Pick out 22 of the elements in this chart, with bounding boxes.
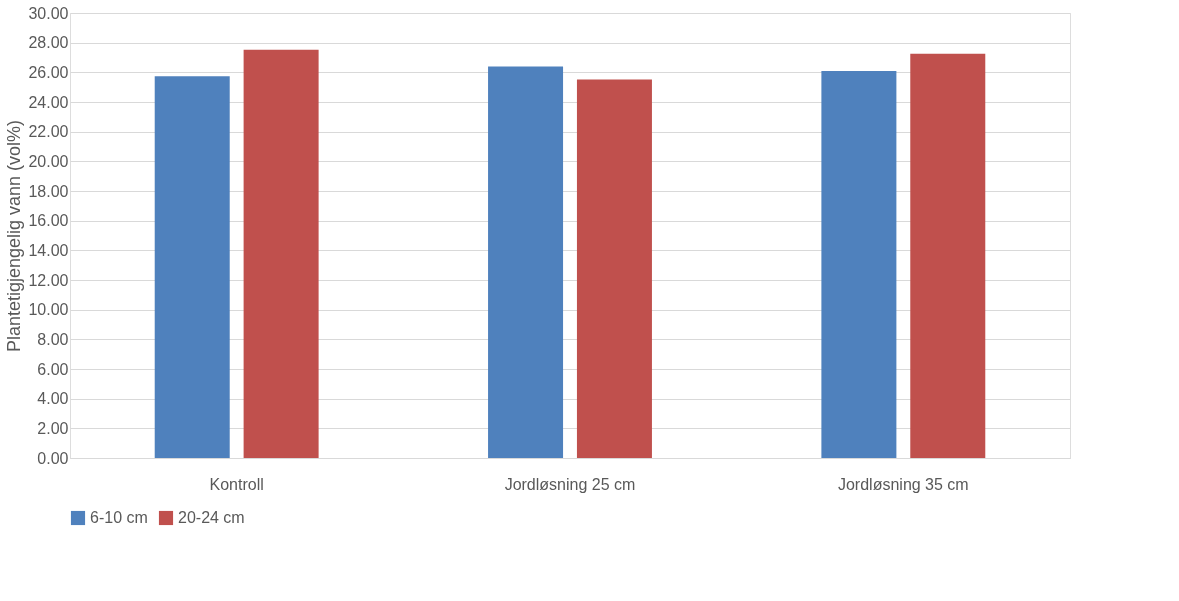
y-tick-label: 18.00 [28, 182, 69, 200]
y-tick-label: 26.00 [28, 63, 69, 81]
legend-label: 20-24 cm [178, 509, 245, 526]
y-axis-title: Plantetigjengelig vann (vol%) [4, 119, 25, 353]
y-tick-label: 22.00 [28, 123, 69, 141]
x-tick-label: Jordløsning 35 cm [837, 475, 969, 493]
y-tick-label: 30.00 [28, 4, 69, 22]
x-tick-label: Kontroll [209, 475, 264, 493]
y-tick-label: 24.00 [28, 93, 69, 111]
y-tick-label: 0.00 [37, 449, 69, 467]
y-tick-label: 2.00 [37, 419, 69, 437]
y-tick-label: 12.00 [28, 271, 69, 289]
x-tick-label: Jordløsning 25 cm [504, 475, 636, 493]
y-tick-label: 10.00 [28, 301, 69, 319]
y-tick-label: 28.00 [28, 34, 69, 52]
y-tick-label: 16.00 [28, 212, 69, 230]
y-tick-label: 20.00 [28, 152, 69, 170]
y-tick-label: 6.00 [37, 360, 69, 378]
y-tick-label: 4.00 [37, 390, 69, 408]
y-tick-label: 14.00 [28, 241, 69, 259]
legend-label: 6-10 cm [90, 509, 148, 526]
y-tick-label: 8.00 [37, 330, 69, 348]
